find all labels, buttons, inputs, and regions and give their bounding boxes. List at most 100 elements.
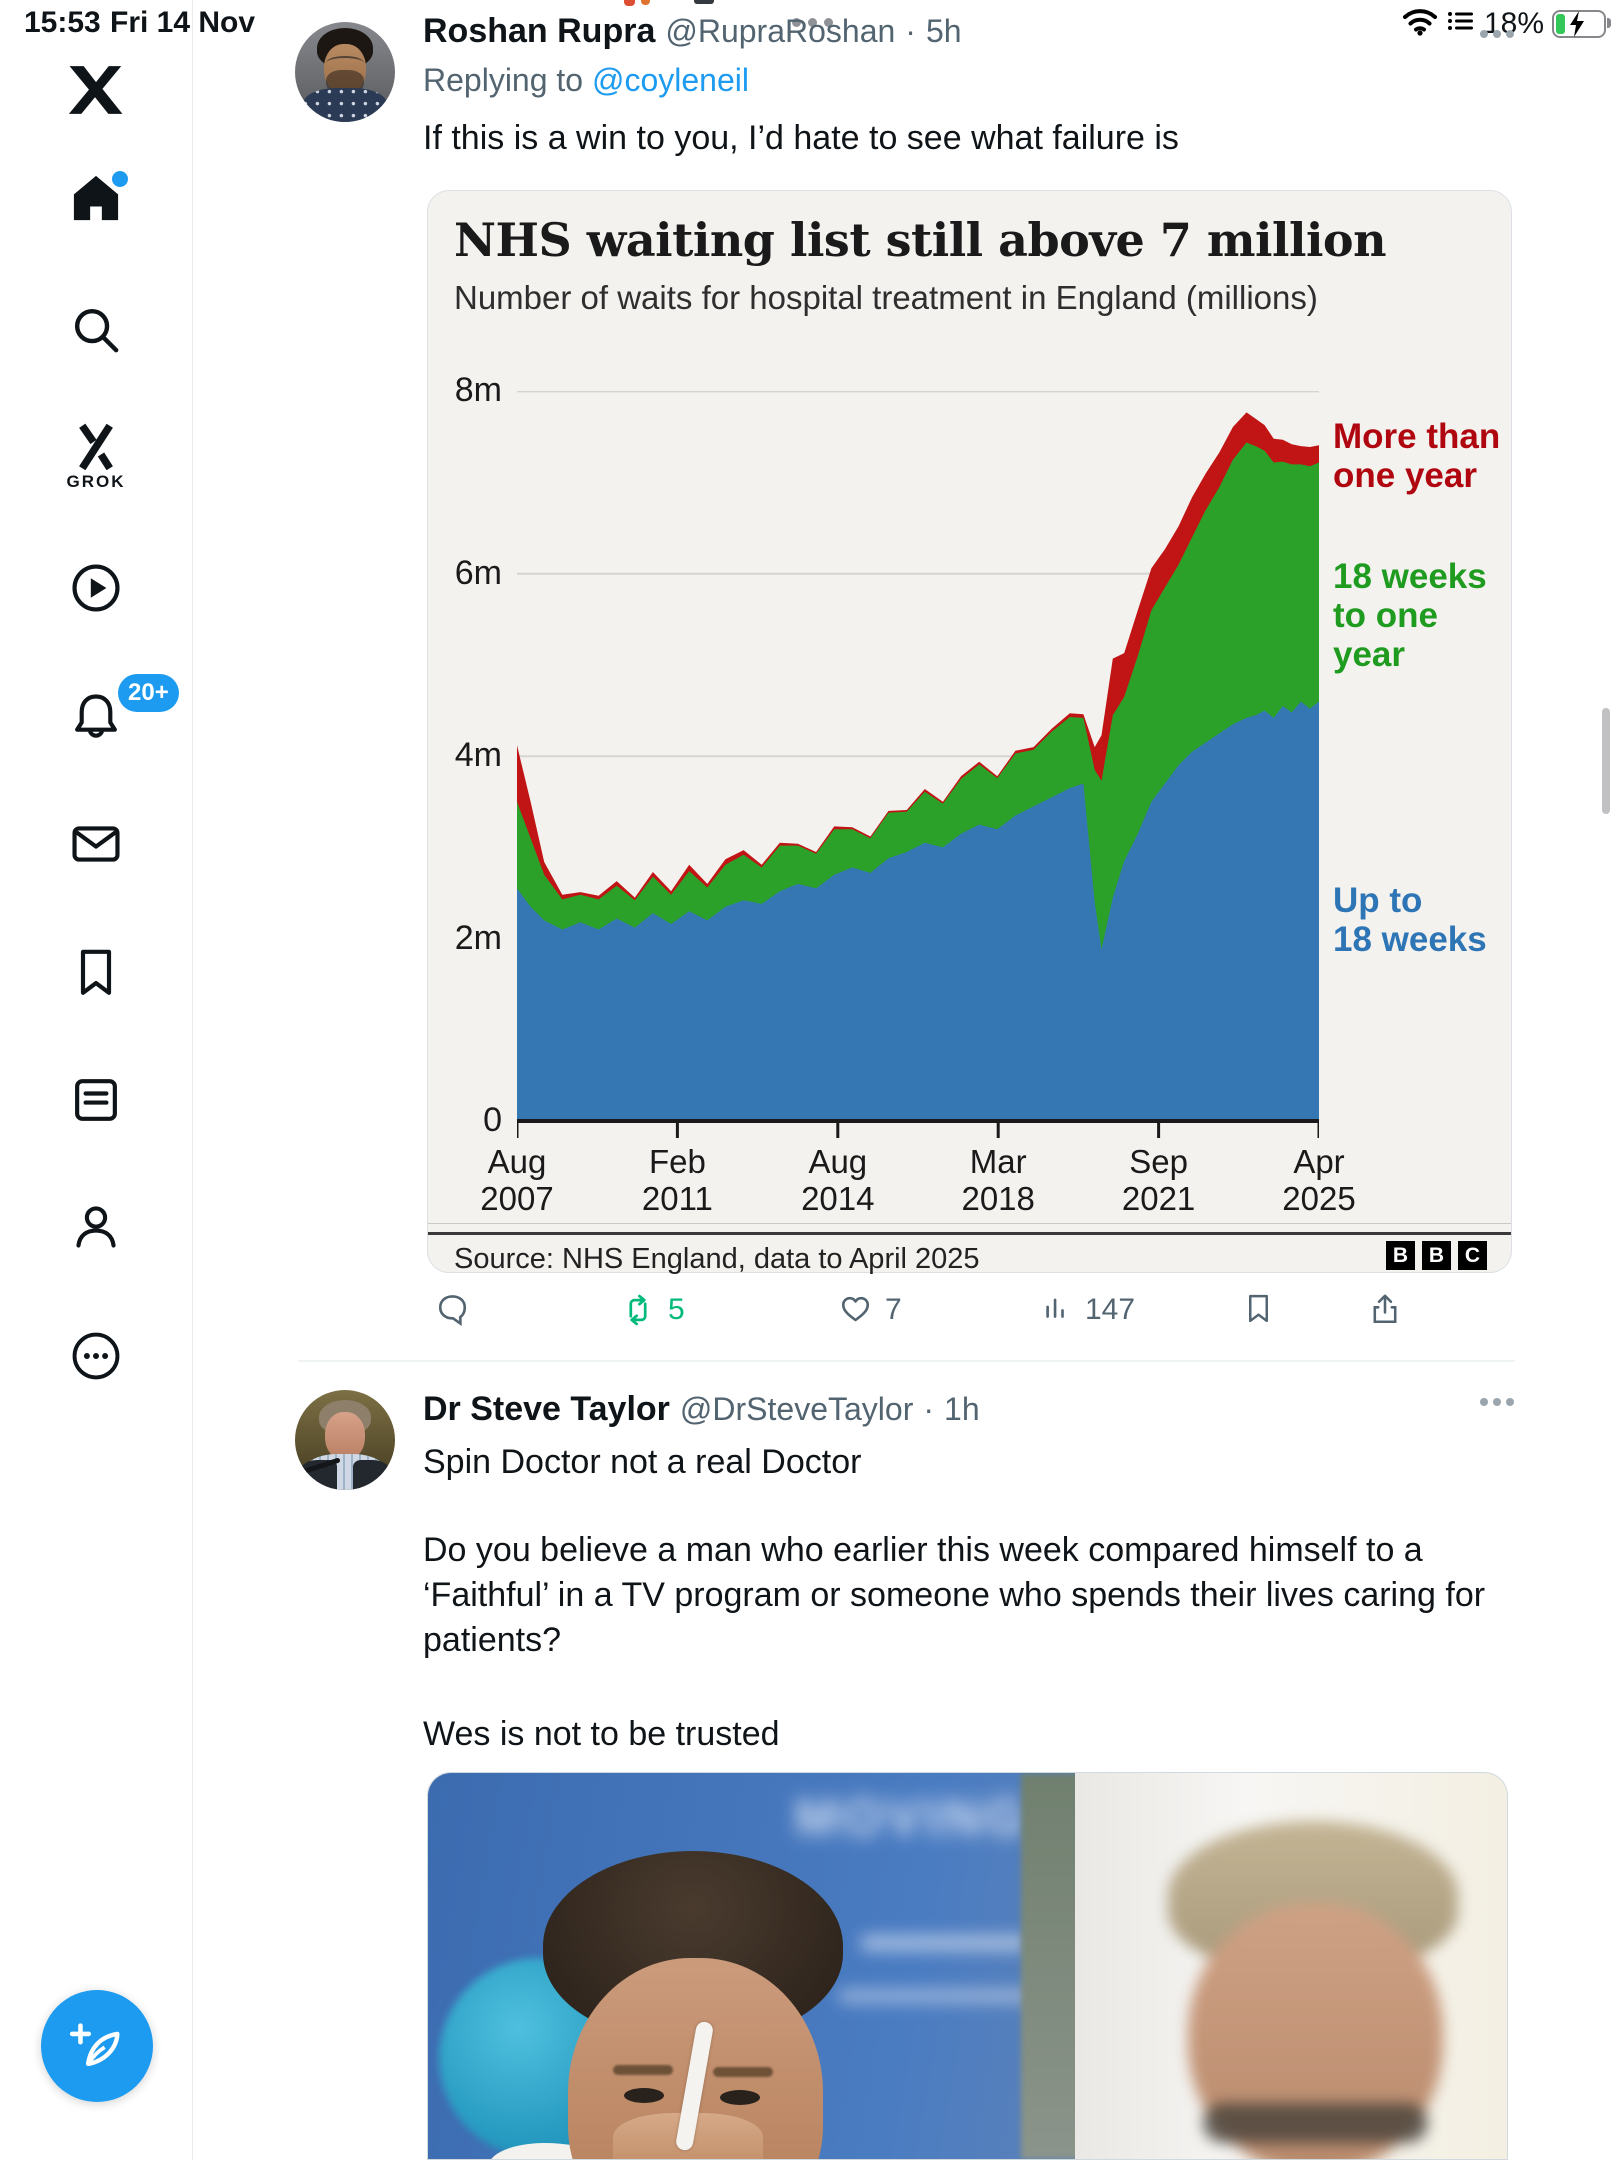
chart-source: Source: NHS England, data to April 2025 bbox=[454, 1243, 980, 1275]
analytics-icon bbox=[1046, 1298, 1064, 1318]
tweet2-dot: · bbox=[923, 1391, 935, 1427]
annotation-18-weeks-to-one-year: 18 weeks to one year bbox=[1333, 557, 1487, 674]
home-notification-dot bbox=[109, 168, 131, 190]
chart-title: NHS waiting list still above 7 million bbox=[454, 213, 1387, 267]
footer-rule-thin bbox=[428, 1223, 1511, 1224]
x-tick-label: Apr 2025 bbox=[1282, 1143, 1356, 1217]
tweet2-paragraph: Do you believe a man who earlier this we… bbox=[423, 1531, 1486, 1659]
status-date: Fri 14 Nov bbox=[110, 6, 256, 39]
video-icon bbox=[72, 564, 120, 612]
tweet2-handle[interactable]: @DrSteveTaylor bbox=[679, 1391, 914, 1427]
tweet2-photo[interactable]: MOVING bbox=[427, 1772, 1508, 2160]
bbc-logo-letter: B bbox=[1422, 1241, 1451, 1270]
x-tick-label: Feb 2011 bbox=[641, 1143, 713, 1217]
repost-button[interactable]: 5 bbox=[620, 1292, 685, 1328]
list-status-icon bbox=[1446, 7, 1476, 40]
x-tick-label: Sep 2021 bbox=[1121, 1143, 1196, 1217]
y-tick-label: 2m bbox=[454, 918, 502, 957]
annotation-more-than-one-year: More than one year bbox=[1333, 417, 1501, 495]
reply-icon bbox=[438, 1295, 467, 1327]
sidebar-item-video[interactable] bbox=[0, 562, 192, 614]
sidebar-item-x-logo[interactable] bbox=[0, 64, 192, 116]
sidebar-item-lists[interactable] bbox=[0, 1074, 192, 1126]
scrollbar[interactable] bbox=[1602, 708, 1610, 814]
mail-icon bbox=[72, 826, 120, 862]
y-tick-label: 6m bbox=[454, 553, 502, 592]
x-tick-label: Mar 2018 bbox=[961, 1143, 1035, 1217]
search-icon bbox=[74, 308, 119, 353]
bookmark-icon bbox=[80, 949, 112, 995]
bookmark-small-icon bbox=[1249, 1294, 1268, 1323]
sidebar-item-home[interactable] bbox=[0, 172, 192, 224]
heart-icon bbox=[841, 1296, 870, 1322]
like-count: 7 bbox=[885, 1292, 902, 1326]
photo-blurred-man bbox=[1108, 1773, 1507, 2159]
share-icon bbox=[1373, 1294, 1397, 1324]
reply-button[interactable] bbox=[435, 1292, 482, 1327]
y-tick-label: 4m bbox=[454, 736, 502, 775]
sidebar-item-messages[interactable] bbox=[0, 818, 192, 870]
tweet1-dot: · bbox=[905, 13, 916, 49]
sidebar-item-profile[interactable] bbox=[0, 1200, 192, 1252]
wifi-icon bbox=[1402, 6, 1438, 41]
like-button[interactable]: 7 bbox=[838, 1292, 902, 1327]
bbc-logo-letter: B bbox=[1386, 1241, 1415, 1270]
tweet2-line3: Wes is not to be trusted bbox=[423, 1715, 780, 1753]
chart-card[interactable]: NHS waiting list still above 7 million N… bbox=[427, 190, 1512, 1275]
avatar-roshan-rupra[interactable] bbox=[295, 22, 395, 122]
sidebar-item-notifications[interactable] bbox=[0, 690, 192, 742]
avatar-steve-taylor[interactable] bbox=[295, 1390, 395, 1490]
cutoff-content-fragment bbox=[624, 0, 635, 6]
tweet2-time: 1h bbox=[944, 1391, 980, 1427]
bookmark-button[interactable] bbox=[1242, 1292, 1275, 1325]
tweet1-more-button[interactable] bbox=[1480, 30, 1514, 38]
sidebar-item-grok[interactable] bbox=[0, 422, 192, 472]
home-icon bbox=[73, 175, 119, 221]
tweet-separator bbox=[298, 1360, 1515, 1362]
lists-icon bbox=[75, 1079, 117, 1121]
tweet1-replying-line: Replying to @coyleneil bbox=[423, 62, 749, 98]
sidebar-item-bookmarks[interactable] bbox=[0, 946, 192, 998]
bell-icon bbox=[75, 694, 117, 738]
tweet1-name[interactable]: Roshan Rupra bbox=[423, 12, 656, 50]
views-button[interactable]: 147 bbox=[1038, 1292, 1135, 1327]
status-time: 15:53 bbox=[24, 6, 101, 39]
view-count: 147 bbox=[1085, 1292, 1136, 1326]
tweet2-name[interactable]: Dr Steve Taylor bbox=[423, 1390, 670, 1428]
share-button[interactable] bbox=[1368, 1292, 1402, 1326]
tweet2-line1: Spin Doctor not a real Doctor bbox=[423, 1443, 862, 1481]
tweet2-more-button[interactable] bbox=[1480, 1398, 1514, 1406]
x-logo-icon bbox=[69, 66, 123, 114]
tweet1-body: If this is a win to you, I’d hate to see… bbox=[423, 119, 1179, 157]
sidebar-item-more[interactable] bbox=[0, 1330, 192, 1382]
chart-subtitle: Number of waits for hospital treatment i… bbox=[454, 279, 1318, 316]
y-tick-label: 8m bbox=[454, 371, 502, 410]
sidebar-divider bbox=[192, 0, 193, 2160]
cutoff-content-fragment bbox=[641, 0, 650, 5]
grok-label: GROK bbox=[66, 472, 126, 491]
tweet1-actions: 5 7 147 bbox=[420, 1292, 1410, 1332]
tweet1-replying-handle[interactable]: @coyleneil bbox=[591, 62, 749, 98]
battery-charging-icon bbox=[1552, 9, 1611, 38]
compose-button[interactable] bbox=[41, 1990, 153, 2102]
cutoff-content-fragment bbox=[694, 0, 714, 4]
x-tick-label: Aug 2007 bbox=[480, 1143, 554, 1217]
x-tick-label: Aug 2014 bbox=[801, 1143, 875, 1217]
bbc-logo-letter: C bbox=[1458, 1241, 1487, 1270]
repost-icon bbox=[629, 1294, 647, 1326]
grok-icon bbox=[79, 423, 113, 471]
footer-rule-dark bbox=[428, 1232, 1511, 1235]
multitask-indicator[interactable] bbox=[792, 18, 833, 27]
tweet1-handle[interactable]: @RupraRoshan bbox=[665, 13, 896, 49]
sidebar-item-search[interactable] bbox=[0, 304, 192, 356]
annotation-up-to-18-weeks: Up to 18 weeks bbox=[1333, 881, 1487, 959]
y-tick-label: 0 bbox=[483, 1101, 502, 1139]
repost-count: 5 bbox=[668, 1293, 685, 1326]
tweet1-header: Roshan Rupra @RupraRoshan · 5h bbox=[423, 12, 962, 51]
compose-quill-icon bbox=[69, 2023, 120, 2066]
notifications-badge: 20+ bbox=[118, 674, 179, 712]
stacked-area-chart bbox=[517, 391, 1319, 1138]
profile-icon bbox=[76, 1206, 116, 1248]
